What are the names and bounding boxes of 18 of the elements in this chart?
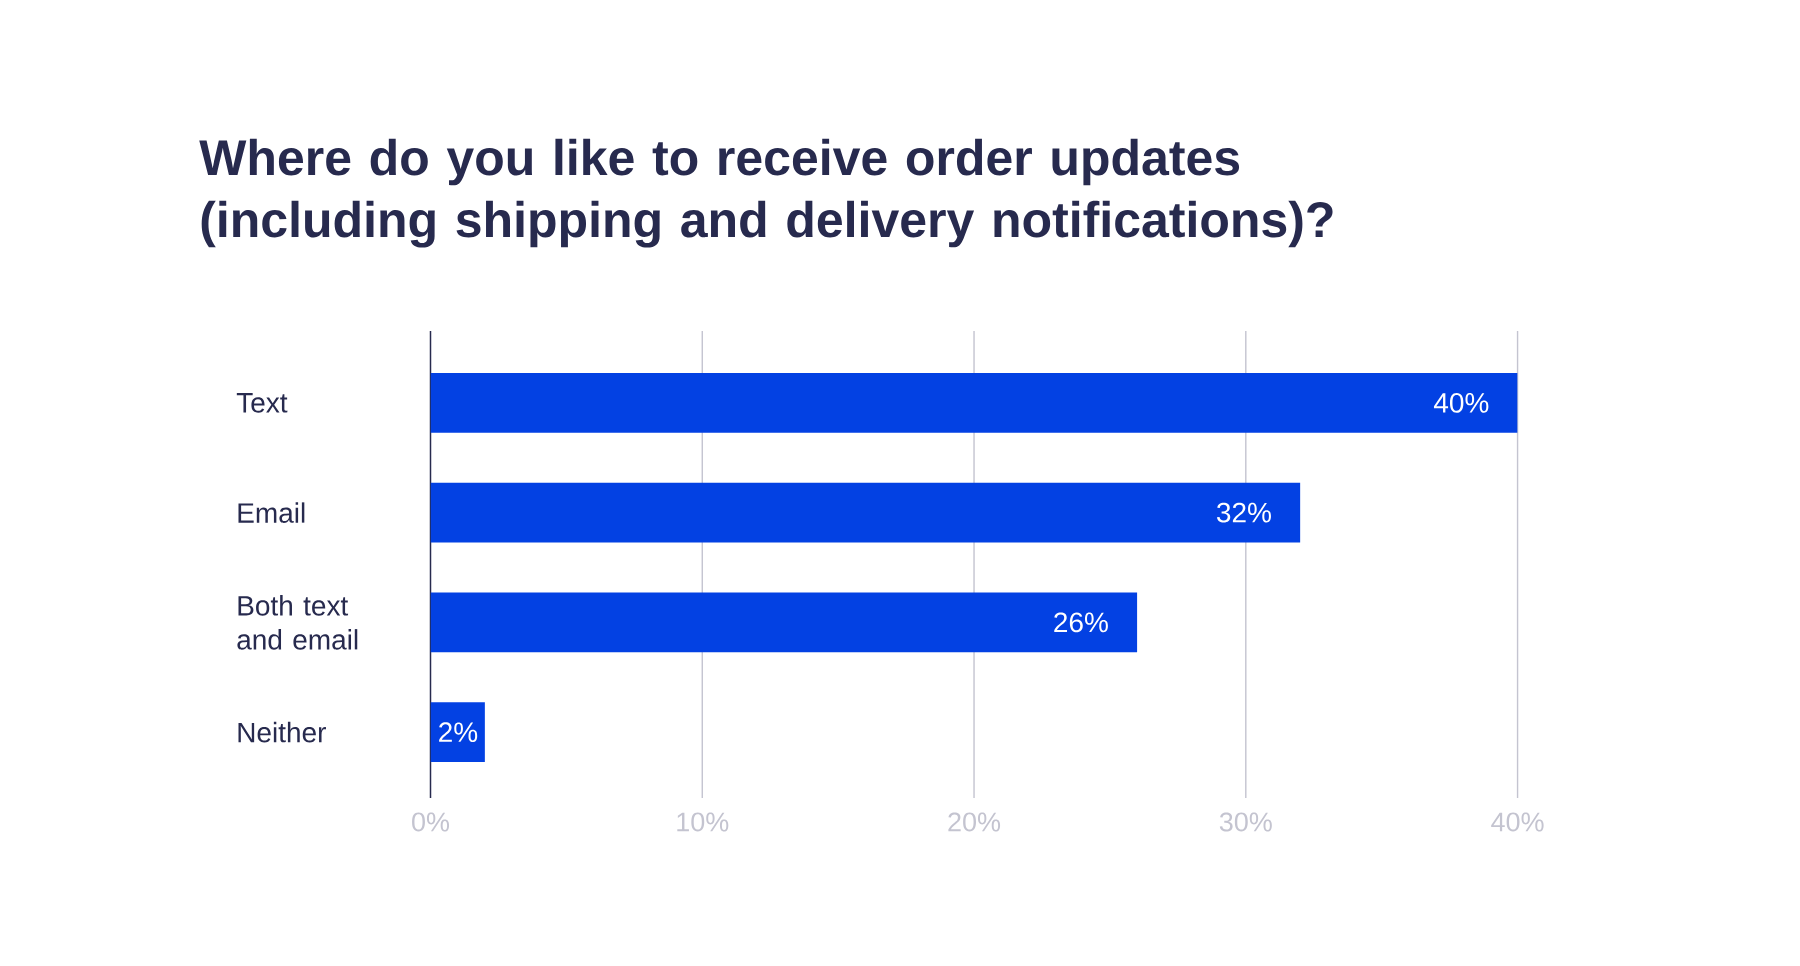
data-label: 40% [1433, 392, 1489, 413]
x-tick-label: 10% [677, 812, 729, 832]
x-tick-label: 40% [1491, 812, 1544, 832]
bar [430, 482, 1301, 543]
bar [430, 702, 485, 763]
x-tick-label: 20% [948, 812, 1001, 832]
y-tick-label: Neither [238, 721, 326, 743]
y-tick-label: Text [236, 393, 288, 413]
x-tick-label: 30% [1219, 812, 1272, 832]
x-tick-label: 0% [412, 812, 450, 832]
data-label: 32% [1216, 502, 1271, 523]
y-tick-label: Email [238, 502, 305, 523]
y-tick-label: Both text and email [237, 595, 358, 650]
data-label: 2% [439, 722, 478, 743]
chart-title: Where do you like to receive order updates (including shipping and delivery notifications)? [199, 138, 1333, 248]
bar [430, 372, 1518, 433]
bar [430, 592, 1138, 653]
data-label: 26% [1054, 612, 1108, 633]
